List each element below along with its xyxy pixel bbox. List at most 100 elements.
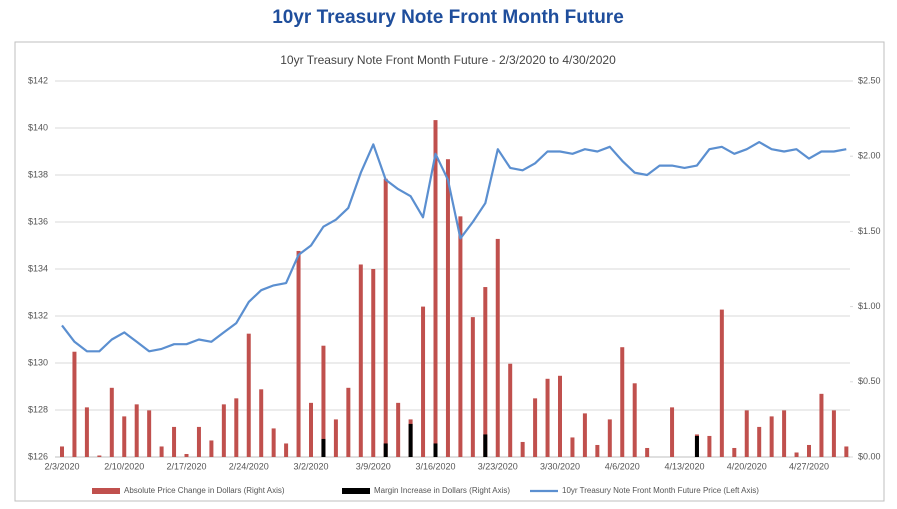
y2-tick-label: $0.00 — [858, 451, 881, 461]
bar — [831, 410, 836, 457]
bar — [470, 317, 475, 457]
bar — [732, 447, 737, 457]
y-tick-label: $140 — [28, 122, 48, 132]
bar — [744, 410, 749, 457]
legend-label: Absolute Price Change in Dollars (Right … — [124, 486, 285, 495]
bar — [620, 347, 625, 457]
bar — [632, 383, 637, 457]
bar — [495, 238, 500, 457]
y2-tick-label: $1.50 — [858, 226, 881, 236]
bar — [769, 416, 774, 457]
y-tick-label: $132 — [28, 310, 48, 320]
y-tick-label: $138 — [28, 169, 48, 179]
bar — [309, 402, 313, 457]
bar — [134, 404, 139, 457]
bar — [582, 413, 587, 457]
bar — [694, 435, 699, 457]
y2-tick-label: $2.00 — [858, 151, 881, 161]
x-tick-label: 3/23/2020 — [478, 461, 518, 471]
bar — [321, 345, 326, 457]
bar — [383, 178, 388, 457]
y-tick-label: $126 — [28, 451, 48, 461]
bar — [483, 287, 488, 457]
bar — [284, 443, 289, 457]
bar — [396, 402, 401, 457]
y-tick-label: $128 — [28, 404, 48, 414]
bar — [645, 447, 650, 457]
y2-tick-label: $2.50 — [858, 75, 881, 85]
bar — [595, 444, 600, 457]
bar — [819, 393, 824, 457]
bar — [483, 434, 488, 457]
bar — [346, 387, 351, 457]
x-tick-label: 4/27/2020 — [789, 461, 829, 471]
bar — [172, 426, 177, 457]
y-tick-label: $142 — [28, 75, 48, 85]
bar — [333, 419, 338, 457]
x-tick-label: 4/20/2020 — [727, 461, 767, 471]
bar — [807, 444, 811, 457]
chart-frame — [14, 41, 885, 502]
bar — [259, 389, 264, 457]
bar — [296, 250, 301, 457]
bar — [707, 435, 712, 457]
chart-title: 10yr Treasury Note Front Month Future - … — [280, 53, 616, 67]
x-tick-label: 2/17/2020 — [166, 461, 206, 471]
x-tick-label: 2/3/2020 — [44, 461, 79, 471]
bar — [72, 351, 77, 457]
bar — [371, 269, 376, 457]
bar — [670, 407, 675, 457]
bar — [196, 426, 201, 457]
line — [61, 141, 847, 353]
bar — [246, 333, 251, 457]
bar — [221, 404, 226, 457]
x-tick-label: 4/6/2020 — [605, 461, 640, 471]
y2-tick-label: $1.00 — [858, 301, 881, 311]
bar — [794, 452, 799, 457]
bar — [234, 398, 239, 457]
x-tick-label: 3/30/2020 — [540, 461, 580, 471]
x-tick-label: 4/13/2020 — [664, 461, 704, 471]
bar — [719, 309, 724, 457]
bar — [271, 428, 276, 457]
bar — [421, 306, 426, 457]
bar — [520, 441, 525, 457]
x-tick-label: 3/2/2020 — [293, 461, 328, 471]
bar — [109, 387, 114, 457]
y-tick-label: $130 — [28, 357, 48, 367]
bar — [757, 426, 762, 457]
bar — [147, 410, 152, 457]
bar — [607, 419, 612, 457]
bar — [433, 120, 438, 457]
y-tick-label: $134 — [28, 263, 48, 273]
bar — [209, 440, 214, 457]
legend-swatch — [92, 488, 120, 494]
bar — [321, 438, 326, 457]
bar — [122, 416, 127, 457]
bar — [433, 443, 438, 457]
bar — [159, 446, 164, 457]
bar — [84, 407, 89, 457]
bar — [533, 398, 538, 457]
x-tick-label: 2/24/2020 — [229, 461, 269, 471]
y2-tick-label: $0.50 — [858, 376, 881, 386]
bar — [782, 410, 787, 457]
bar — [570, 437, 575, 457]
bar — [508, 363, 513, 457]
x-tick-label: 3/9/2020 — [356, 461, 391, 471]
legend-label: Margin Increase in Dollars (Right Axis) — [374, 486, 510, 495]
bar — [184, 453, 189, 457]
heading: 10yr Treasury Note Front Month Future — [272, 7, 624, 28]
bar — [358, 264, 363, 457]
bar — [445, 159, 450, 457]
x-tick-label: 2/10/2020 — [104, 461, 144, 471]
bar — [458, 216, 463, 457]
bar — [545, 378, 550, 457]
y-tick-label: $136 — [28, 216, 48, 226]
bar — [383, 443, 388, 457]
bar — [844, 446, 849, 457]
bar — [408, 423, 413, 457]
legend-swatch — [342, 488, 370, 494]
